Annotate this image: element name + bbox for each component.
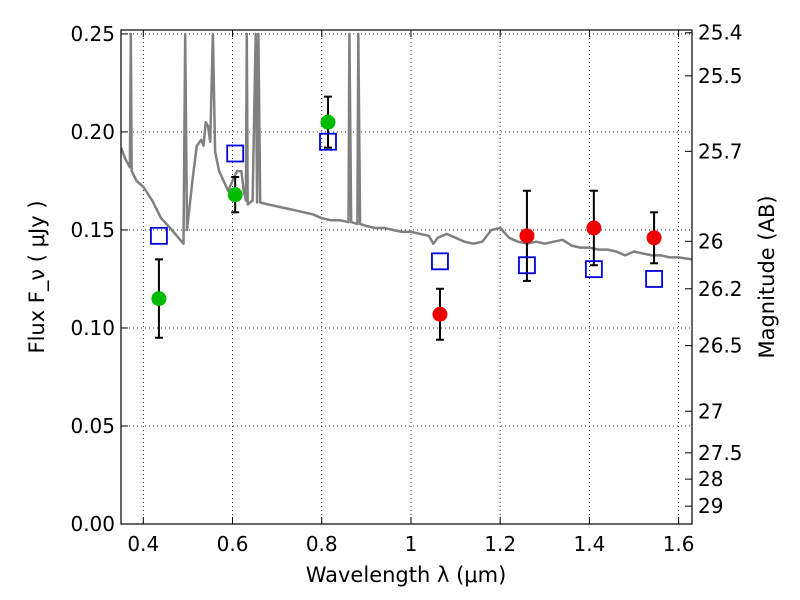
x-tick-label: 1.6 [663, 532, 695, 556]
x-tick-label: 0.8 [306, 532, 338, 556]
x-tick-label: 1.2 [484, 532, 516, 556]
plot-background [121, 30, 692, 524]
x-tick-label: 1.4 [573, 532, 605, 556]
data-point [320, 114, 336, 130]
data-point [586, 220, 602, 236]
data-point [227, 187, 243, 203]
data-point [646, 230, 662, 246]
x-tick-label: 0.6 [217, 532, 249, 556]
right-tick-label: 25.5 [698, 64, 743, 88]
x-axis-label: Wavelength λ (μm) [306, 563, 507, 587]
right-tick-label: 25.7 [698, 139, 743, 163]
right-tick-label: 25.4 [698, 21, 743, 45]
y-tick-label: 0.05 [70, 414, 115, 438]
right-tick-label: 26.2 [698, 277, 743, 301]
right-tick-label: 26 [698, 229, 723, 253]
right-tick-label: 27.5 [698, 441, 743, 465]
axis-ticks: 0.4 0.6 0.8 1 1.2 1.4 1.6 0.00 0.05 0.10 0.15 0.20 0… [70, 21, 742, 556]
model-spectrum [121, 32, 692, 261]
data-point [151, 291, 167, 307]
data-marks [150, 95, 663, 341]
model-point [226, 144, 245, 163]
data-point [519, 228, 535, 244]
model-point [584, 260, 603, 279]
model-point [518, 256, 536, 275]
model-point [150, 226, 168, 245]
x-tick-label: 0.4 [127, 532, 159, 556]
right-tick-label: 26.5 [698, 334, 743, 358]
data-point [432, 306, 448, 322]
y-tick-label: 0.00 [70, 512, 115, 536]
right-tick-label: 29 [698, 494, 723, 518]
right-axis-label: Magnitude (AB) [755, 195, 779, 358]
right-tick-label: 28 [698, 467, 723, 491]
y-axis-label: Flux F_ν ( μJy ) [25, 200, 50, 353]
model-point [319, 132, 337, 151]
model-point [645, 270, 663, 288]
y-tick-label: 0.20 [70, 120, 115, 144]
model-point [431, 252, 449, 271]
y-tick-label: 0.25 [70, 22, 115, 46]
x-tick-label: 1 [405, 532, 418, 556]
right-tick-label: 27 [698, 399, 723, 423]
spectrum-line [121, 32, 692, 261]
plot-frame [120, 29, 693, 525]
y-tick-label: 0.15 [70, 218, 115, 242]
y-tick-label: 0.10 [70, 316, 115, 340]
